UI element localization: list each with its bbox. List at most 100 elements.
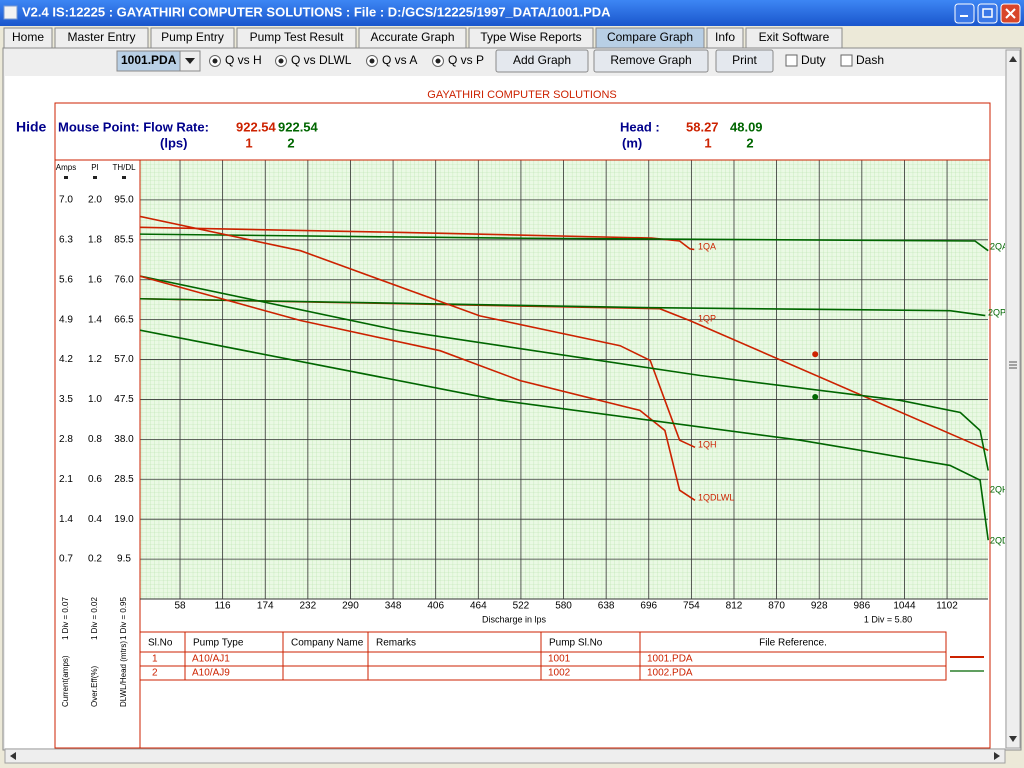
table-header: Pump Type — [193, 638, 244, 649]
y-tick-label: 28.5 — [114, 474, 134, 485]
button[interactable] — [715, 49, 774, 73]
axis-marker — [93, 176, 97, 179]
y-tick-label: 1.6 — [88, 274, 102, 285]
button-label: Remove Graph — [610, 53, 691, 67]
scroll-right-arrow[interactable] — [994, 752, 1000, 760]
x-tick-label: 464 — [470, 601, 487, 612]
x-tick-label: 638 — [598, 601, 615, 612]
y-tick-label: 3.5 — [59, 394, 73, 405]
radio-label: Q vs P — [448, 53, 484, 67]
x-tick-label: 348 — [385, 601, 402, 612]
x-axis-label: Discharge in lps — [482, 614, 547, 624]
plot-background — [140, 160, 988, 599]
scroll-left-arrow[interactable] — [10, 752, 16, 760]
tab-bar: Home Master Entry Pump Entry Pump Test Resu… — [3, 27, 843, 49]
toolbar: 1001.PDA Q vs H Q vs DLWL Q vs A Q vs P Add G… — [116, 49, 884, 73]
y-tick-label: 1.4 — [88, 314, 102, 325]
horizontal-scrollbar[interactable] — [4, 748, 1006, 764]
curve-label: 1QA — [698, 241, 716, 251]
curve — [140, 215, 696, 449]
flow-unit: (lps) — [160, 135, 187, 150]
y-tick-label: 0.7 — [59, 554, 73, 565]
x-tick-label: 1102 — [936, 601, 958, 612]
y-tick-label: 7.0 — [59, 195, 73, 206]
axis-div: 1 Div = 0.02 — [90, 597, 99, 640]
button[interactable] — [593, 49, 709, 73]
x-tick-label: 406 — [427, 601, 444, 612]
chart: GAYATHIRI COMPUTER SOLUTIONS Hide Mouse Po… — [16, 89, 1006, 748]
checkbox-label: Duty — [801, 53, 826, 67]
tab-label: Accurate Graph — [370, 30, 454, 44]
app-icon — [3, 5, 18, 20]
x-tick-label: 580 — [555, 601, 572, 612]
checkbox[interactable] — [840, 54, 853, 67]
x-tick-label: 870 — [768, 601, 785, 612]
mouse-point-label: Mouse Point: Flow Rate: — [58, 119, 209, 134]
table-header: Pump Sl.No — [549, 638, 603, 649]
button-label: Print — [732, 53, 757, 67]
y-tick-label: 47.5 — [114, 394, 134, 405]
curve — [140, 233, 989, 252]
curves — [140, 215, 989, 541]
scroll-up-arrow[interactable] — [1009, 56, 1017, 62]
x-tick-label: 116 — [215, 601, 231, 612]
axis-name: TH/DL — [112, 163, 136, 172]
y-tick-label: 1.0 — [88, 394, 102, 405]
x-tick-label: 522 — [513, 601, 530, 612]
scroll-grip — [1009, 361, 1017, 369]
axis-div: 1 Div = 0.95 — [119, 597, 128, 640]
close-icon — [1005, 8, 1016, 19]
scrollbars — [4, 49, 1021, 764]
pump-number: 2 — [746, 135, 753, 150]
vertical-scrollbar[interactable] — [1005, 49, 1021, 749]
y-tick-label: 9.5 — [117, 554, 131, 565]
x-tick-label: 1044 — [893, 601, 916, 612]
window-title: V2.4 IS:12225 : GAYATHIRI COMPUTER SOLUT… — [22, 4, 611, 19]
radio-label: Q vs A — [382, 53, 417, 67]
y-tick-label: 1.8 — [88, 234, 102, 245]
pump-number: 2 — [287, 135, 294, 150]
chart-title: GAYATHIRI COMPUTER SOLUTIONS — [427, 89, 616, 101]
axis-name: PI — [91, 163, 99, 172]
tab-label: Type Wise Reports — [480, 30, 581, 44]
y-tick-label: 66.5 — [114, 314, 134, 325]
x-tick-label: 986 — [853, 601, 870, 612]
pump-number: 1 — [704, 135, 711, 150]
checkbox-label: Dash — [856, 53, 884, 67]
curve-label: 1QDLWL — [698, 492, 734, 502]
table-cell: A10/AJ9 — [192, 668, 230, 679]
curve-label: 1QP — [698, 313, 716, 323]
table-cell: 1001 — [548, 654, 571, 665]
scroll-down-arrow[interactable] — [1009, 736, 1017, 742]
y-tick-label: 0.4 — [88, 514, 102, 525]
maximize-button[interactable] — [977, 3, 998, 24]
x-tick-label: 58 — [174, 601, 186, 612]
x-tick-label: 754 — [683, 601, 700, 612]
hide-toggle[interactable]: Hide — [16, 119, 47, 135]
tab-label: Home — [12, 30, 44, 44]
x-tick-label: 232 — [300, 601, 317, 612]
radio-label: Q vs DLWL — [291, 53, 352, 67]
button[interactable] — [495, 49, 589, 73]
y-tick-label: 6.3 — [59, 234, 73, 245]
curve-label: 2QP — [988, 307, 1006, 317]
window-buttons — [954, 3, 1021, 24]
mouse-head-value: 48.09 — [730, 119, 763, 134]
y-tick-label: 57.0 — [114, 354, 134, 365]
radio-label: Q vs H — [225, 53, 262, 67]
table-header: Sl.No — [148, 638, 173, 649]
tab-label: Exit Software — [759, 30, 830, 44]
x-tick-label: 290 — [342, 601, 359, 612]
minimize-button[interactable] — [954, 3, 975, 24]
y-tick-label: 0.6 — [88, 474, 102, 485]
y-tick-label: 85.5 — [114, 234, 134, 245]
table-cell: 1 — [152, 654, 158, 665]
table-header: File Reference. — [759, 638, 827, 649]
x-tick-label: 174 — [257, 601, 274, 612]
axis-label: DLWL/Head (mtrs) — [119, 641, 128, 707]
checkbox[interactable] — [785, 54, 798, 67]
mouse-flow-value: 922.54 — [278, 119, 319, 134]
radio-dot — [369, 58, 375, 64]
